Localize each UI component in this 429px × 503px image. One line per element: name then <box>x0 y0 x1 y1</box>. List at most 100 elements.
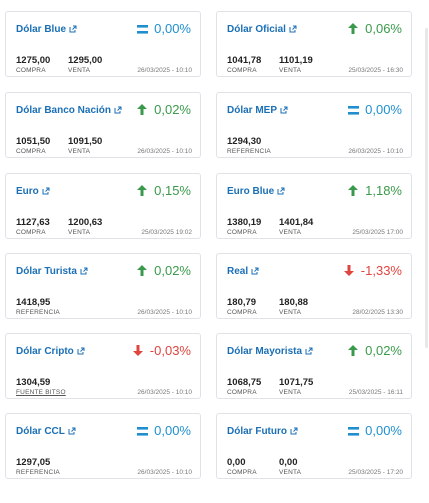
quote-title-link[interactable]: Dólar CCL <box>16 426 76 438</box>
compra-block: 0,00 COMPRA <box>227 457 257 478</box>
venta-value: 1401,84 <box>279 217 314 228</box>
quote-title-link[interactable]: Dólar MEP <box>227 105 288 117</box>
compra-block: 1041,78 COMPRA <box>227 55 261 76</box>
variation-value: 1,18% <box>365 183 402 198</box>
external-link-icon <box>69 25 77 36</box>
quote-title: Dólar Turista <box>16 266 77 277</box>
updated-date: 25/03/2025 19:02 <box>141 229 192 236</box>
referencia-block: 1294,30 REFERENCIA <box>227 136 271 157</box>
arrow-up-icon <box>137 184 148 199</box>
quote-title-link[interactable]: Dólar Mayorista <box>227 346 313 358</box>
variation: -1,33% <box>343 263 402 279</box>
quote-title: Dólar Futuro <box>227 426 287 437</box>
variation: 0,00% <box>137 21 191 37</box>
arrow-up-icon <box>137 103 148 118</box>
venta-label: VENTA <box>279 67 302 74</box>
compra-label: COMPRA <box>227 67 257 74</box>
venta-label: VENTA <box>279 229 302 236</box>
quote-card: Euro 0,15% 1127,63 COMPRA 1200,63 VENTA 25/03/… <box>5 173 201 239</box>
quote-title: Euro Blue <box>227 186 275 197</box>
compra-label: COMPRA <box>227 469 257 476</box>
updated-date: 25/03/2025 - 16:11 <box>348 389 403 396</box>
compra-label: COMPRA <box>227 309 257 316</box>
referencia-value: 1294,30 <box>227 136 262 147</box>
venta-value: 1101,19 <box>279 55 313 66</box>
external-link-icon <box>290 427 298 438</box>
compra-block: 1127,63 COMPRA <box>16 217 50 238</box>
compra-label: COMPRA <box>227 389 257 396</box>
referencia-block: 1418,95 REFERENCIA <box>16 297 60 318</box>
fuente-bitso-link[interactable]: FUENTE BITSO <box>16 389 66 396</box>
updated-date: 26/03/2025 - 10:10 <box>137 469 192 476</box>
venta-label: VENTA <box>279 469 302 476</box>
external-link-icon <box>251 267 259 278</box>
quote-title: Dólar Banco Nación <box>16 105 112 116</box>
variation: 0,00% <box>137 423 191 439</box>
variation-value: 0,02% <box>154 102 191 117</box>
quote-title-link[interactable]: Dólar Blue <box>16 24 77 36</box>
equals-icon <box>137 22 149 37</box>
quote-title-link[interactable]: Dólar Turista <box>16 266 88 278</box>
venta-value: 1091,50 <box>68 136 103 147</box>
updated-date: 25/03/2025 - 17:20 <box>348 469 403 476</box>
scrollbar[interactable] <box>425 28 428 348</box>
quote-title-link[interactable]: Dólar Cripto <box>16 346 85 358</box>
variation-value: -0,03% <box>149 343 191 358</box>
quote-card: Dólar Banco Nación 0,02% 1051,50 COMPRA 1091… <box>5 92 201 158</box>
venta-block: 1091,50 VENTA <box>68 136 102 157</box>
arrow-up-icon <box>137 264 148 279</box>
updated-date: 28/02/2025 13:30 <box>352 309 403 316</box>
referencia-value: 1418,95 <box>16 297 51 308</box>
compra-value: 1127,63 <box>16 217 50 228</box>
external-link-icon <box>114 106 122 117</box>
venta-label: VENTA <box>68 229 91 236</box>
quote-title-link[interactable]: Dólar Oficial <box>227 24 297 36</box>
quote-title-link[interactable]: Euro <box>16 186 50 198</box>
quote-title: Euro <box>16 186 39 197</box>
venta-block: 1101,19 VENTA <box>279 55 313 76</box>
compra-block: 1380,19 COMPRA <box>227 217 261 238</box>
equals-icon <box>137 424 149 439</box>
quote-title: Dólar CCL <box>16 426 65 437</box>
external-link-icon <box>80 267 88 278</box>
external-link-icon <box>77 347 85 358</box>
compra-block: 1275,00 COMPRA <box>16 55 50 76</box>
fuente-value: 1304,59 <box>16 377 51 388</box>
quote-title-link[interactable]: Real <box>227 266 259 278</box>
variation: 0,00% <box>348 423 402 439</box>
venta-block: 1200,63 VENTA <box>68 217 102 238</box>
quote-title-link[interactable]: Dólar Banco Nación <box>16 105 122 117</box>
venta-block: 0,00 VENTA <box>279 457 301 478</box>
updated-date: 26/03/2025 - 10:10 <box>348 148 403 155</box>
venta-value: 180,88 <box>279 297 309 308</box>
variation: 0,02% <box>137 263 191 279</box>
venta-block: 1071,75 VENTA <box>279 377 313 398</box>
updated-date: 26/03/2025 - 10:10 <box>137 67 192 74</box>
arrow-up-icon <box>348 22 359 37</box>
venta-value: 0,00 <box>279 457 298 468</box>
quote-title-link[interactable]: Euro Blue <box>227 186 285 198</box>
venta-label: VENTA <box>279 309 302 316</box>
compra-block: 180,79 COMPRA <box>227 297 257 318</box>
quote-card: Real -1,33% 180,79 COMPRA 180,88 VENTA 28/02/2… <box>216 253 412 319</box>
referencia-label: REFERENCIA <box>227 148 271 155</box>
external-link-icon <box>289 25 297 36</box>
compra-value: 1041,78 <box>227 55 262 66</box>
compra-label: COMPRA <box>16 67 46 74</box>
venta-value: 1295,00 <box>68 55 103 66</box>
variation: 0,02% <box>137 102 191 118</box>
compra-value: 0,00 <box>227 457 246 468</box>
arrow-down-icon <box>343 264 355 279</box>
updated-date: 25/03/2025 17:00 <box>352 229 403 236</box>
referencia-label: REFERENCIA <box>16 309 60 316</box>
quote-card: Dólar MEP 0,00% 1294,30 REFERENCIA 26/03/202… <box>216 92 412 158</box>
quote-title-link[interactable]: Dólar Futuro <box>227 426 298 438</box>
updated-date: 25/03/2025 - 16:30 <box>348 67 403 74</box>
variation: 0,02% <box>348 343 402 359</box>
updated-date: 26/03/2025 - 10:10 <box>137 389 192 396</box>
quote-card: Dólar Oficial 0,06% 1041,78 COMPRA 1101,19 VE… <box>216 11 412 77</box>
updated-date: 26/03/2025 - 10:10 <box>137 309 192 316</box>
venta-label: VENTA <box>279 389 302 396</box>
variation-value: -1,33% <box>360 263 402 278</box>
arrow-up-icon <box>348 184 359 199</box>
